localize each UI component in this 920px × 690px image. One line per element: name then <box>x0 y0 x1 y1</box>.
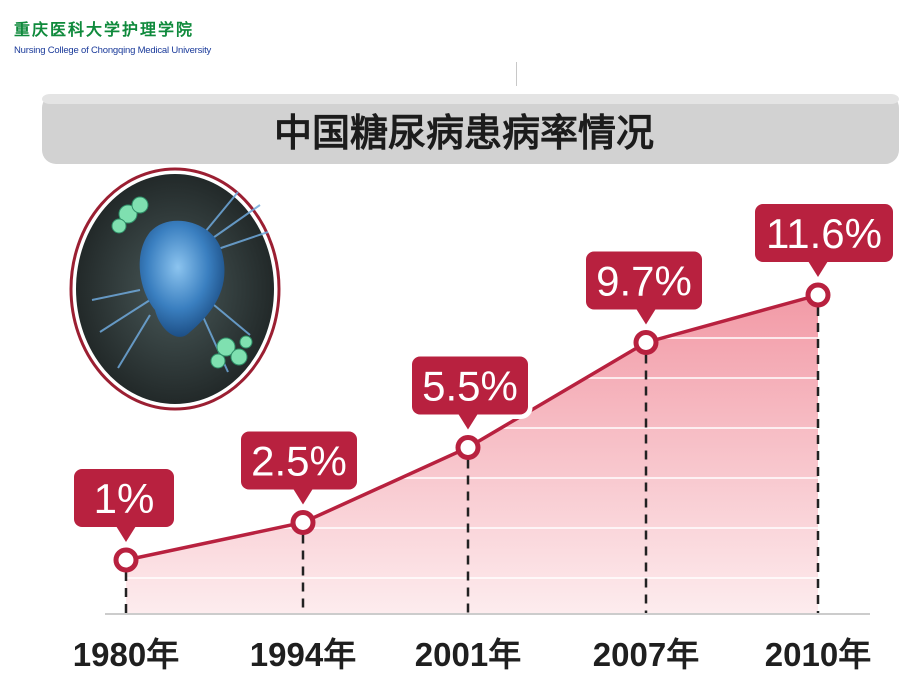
school-name-cn: 重庆医科大学护理学院 <box>14 20 195 39</box>
x-tick-label-1: 1994年 <box>250 636 356 673</box>
x-tick-label-3: 2007年 <box>593 636 699 673</box>
cell-microscope-icon <box>69 167 281 411</box>
data-label-text-0: 1% <box>94 475 155 522</box>
title-bar-highlight <box>42 94 899 104</box>
grid-lines <box>126 337 818 579</box>
x-tick-label-2: 2001年 <box>415 636 521 673</box>
school-name-en: Nursing College of Chongqing Medical Uni… <box>14 45 212 56</box>
data-labels: 1% 2.5% 5.5% 9.7% 11.6% <box>69 199 898 542</box>
data-label-3: 9.7% <box>581 247 707 325</box>
data-point-2 <box>455 435 481 460</box>
data-point-4 <box>805 282 831 308</box>
x-axis <box>105 307 870 615</box>
x-tick-label-0: 1980年 <box>73 636 179 673</box>
title-bar <box>42 94 899 164</box>
data-label-text-4: 11.6% <box>766 210 882 257</box>
data-label-1: 2.5% <box>236 427 362 505</box>
data-label-4: 11.6% <box>750 199 898 277</box>
data-point-1 <box>290 510 316 535</box>
data-label-text-2: 5.5% <box>422 363 518 410</box>
data-point-3 <box>633 330 659 355</box>
x-tick-label-4: 2010年 <box>765 636 871 673</box>
x-tick-labels: 1980年 1994年 2001年 2007年 2010年 <box>73 636 871 673</box>
divider <box>516 62 517 86</box>
chart-title: 中国糖尿病患病率情况 <box>274 111 654 155</box>
data-label-text-1: 2.5% <box>251 438 347 485</box>
data-label-text-3: 9.7% <box>596 258 692 305</box>
data-label-2: 5.5% <box>407 352 533 430</box>
data-label-0: 1% <box>69 464 179 542</box>
data-markers <box>113 282 831 573</box>
data-point-0 <box>113 547 139 573</box>
